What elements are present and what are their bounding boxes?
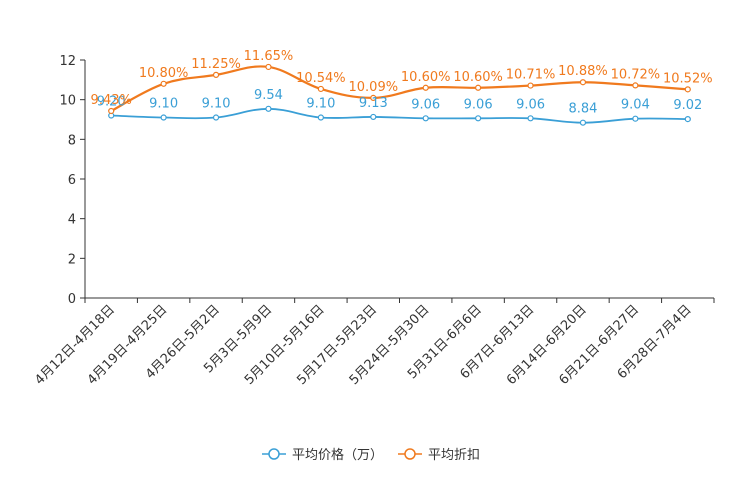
series-0-point[interactable]	[632, 115, 639, 122]
series-layer	[108, 63, 691, 126]
series-0-data-label: 9.10	[149, 97, 178, 112]
series-0-point[interactable]	[265, 105, 272, 112]
series-1-data-label: 10.52%	[663, 71, 713, 86]
series-1-point[interactable]	[108, 107, 115, 115]
series-1-point[interactable]	[317, 85, 324, 93]
series-0-point[interactable]	[370, 113, 377, 121]
series-1-data-label: 9.43%	[91, 93, 132, 108]
series-1-point[interactable]	[579, 79, 587, 86]
y-tick-label: 6	[68, 173, 76, 188]
series-1-data-label: 10.80%	[139, 66, 189, 81]
series-0-point[interactable]	[422, 115, 429, 122]
legend-label: 平均折扣	[428, 448, 480, 463]
y-tick-label: 10	[59, 94, 76, 109]
series-0-data-label: 9.10	[306, 97, 335, 112]
series-1-point[interactable]	[212, 71, 220, 78]
series-0-point[interactable]	[475, 115, 482, 122]
series-1-point[interactable]	[684, 86, 691, 93]
data-labels-layer: 9.20 9.10 9.10 9.54 9.10 9.13 9.06 9.06 9.06 8.84…	[91, 49, 713, 117]
y-tick-label: 8	[68, 133, 76, 148]
series-0-data-label: 9.06	[464, 97, 493, 112]
series-0-point[interactable]	[579, 119, 587, 126]
series-0-data-label: 9.06	[516, 97, 545, 112]
legend-label: 平均价格（万）	[292, 447, 383, 463]
series-1-data-label: 11.65%	[244, 49, 294, 64]
series-0-data-label: 9.06	[411, 97, 440, 112]
y-tick-label: 12	[59, 54, 76, 69]
series-line-1	[110, 65, 688, 112]
series-0-point[interactable]	[527, 115, 534, 122]
legend-marker-icon	[268, 448, 280, 460]
legend-item-0[interactable]: 平均价格（万）	[262, 447, 383, 463]
series-1-point[interactable]	[422, 84, 429, 91]
series-1-point[interactable]	[475, 84, 482, 91]
series-0-data-label: 9.10	[202, 97, 231, 112]
y-tick-label: 4	[68, 213, 76, 228]
series-1-point[interactable]	[370, 94, 377, 101]
series-1-data-label: 10.09%	[349, 80, 399, 95]
series-1-point[interactable]	[632, 82, 639, 89]
series-0-data-label: 9.02	[673, 98, 702, 113]
series-1-data-label: 10.72%	[611, 67, 661, 82]
series-1-point[interactable]	[160, 80, 167, 87]
series-1-data-label: 10.60%	[401, 70, 451, 85]
series-0-point[interactable]	[160, 114, 167, 121]
series-0-point[interactable]	[317, 114, 324, 121]
legend-marker-icon	[404, 448, 416, 460]
series-1-data-label: 10.60%	[453, 70, 503, 85]
series-0-data-label: 9.04	[621, 98, 650, 113]
series-0-data-label: 9.13	[359, 96, 388, 111]
series-0-point[interactable]	[684, 116, 691, 123]
y-tick-label: 0	[68, 292, 76, 307]
series-0-data-label: 9.54	[254, 88, 283, 103]
series-line-0	[111, 107, 688, 124]
series-0-data-label: 8.84	[568, 102, 597, 117]
series-1-data-label: 11.25%	[191, 57, 241, 72]
series-0-data-label: 9.20	[97, 95, 126, 110]
series-1-data-label: 10.71%	[506, 68, 556, 83]
series-0-point[interactable]	[212, 114, 220, 121]
series-1-point[interactable]	[265, 63, 272, 71]
series-1-data-label: 10.88%	[558, 64, 608, 79]
series-1-point[interactable]	[527, 82, 534, 89]
y-tick-label: 2	[68, 252, 76, 267]
legend-item-1[interactable]: 平均折扣	[398, 448, 480, 463]
series-1-data-label: 10.54%	[296, 71, 346, 86]
legend: 平均价格（万） 平均折扣	[262, 447, 480, 463]
